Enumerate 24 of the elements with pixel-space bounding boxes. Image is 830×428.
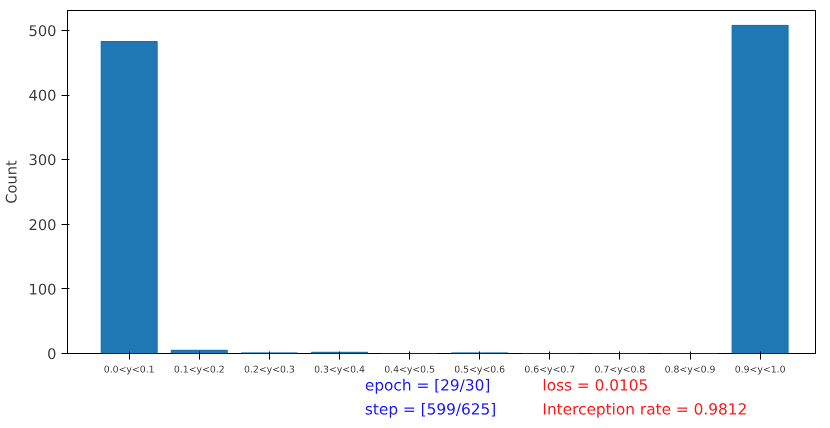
y-axis-title: Count	[4, 160, 21, 204]
bar	[100, 41, 158, 354]
text: Interception rate = 0.9812	[542, 400, 748, 418]
bar	[732, 24, 789, 354]
y-tick-label: 400	[28, 88, 57, 105]
x-tick-label: 0.5<y<0.6	[454, 364, 506, 376]
x-tick-label: 0.9<y<1.0	[734, 364, 786, 376]
y-tick-label: 0	[47, 346, 57, 363]
x-tick-label: 0.0<y<0.1	[104, 364, 155, 376]
y-tick-label: 300	[28, 152, 57, 170]
x-tick-label: 0.4<y<0.5	[384, 364, 436, 376]
x-tick-label: 0.2<y<0.3	[244, 364, 295, 376]
y-tick-label: 100	[28, 281, 57, 298]
y-tick-label: 200	[28, 216, 57, 234]
text: loss = 0.0105	[542, 376, 648, 394]
x-tick-label: 0.8<y<0.9	[664, 364, 716, 376]
text: step = [599/625]	[364, 400, 496, 418]
x-tick-label: 0.6<y<0.7	[524, 364, 576, 376]
text: epoch = [29/30]	[364, 376, 490, 394]
x-tick-label: 0.3<y<0.4	[314, 364, 365, 376]
x-tick-label: 0.7<y<0.8	[594, 364, 646, 376]
y-tick-label: 500	[28, 23, 57, 40]
x-tick-label: 0.1<y<0.2	[174, 364, 225, 376]
bar	[170, 350, 228, 354]
